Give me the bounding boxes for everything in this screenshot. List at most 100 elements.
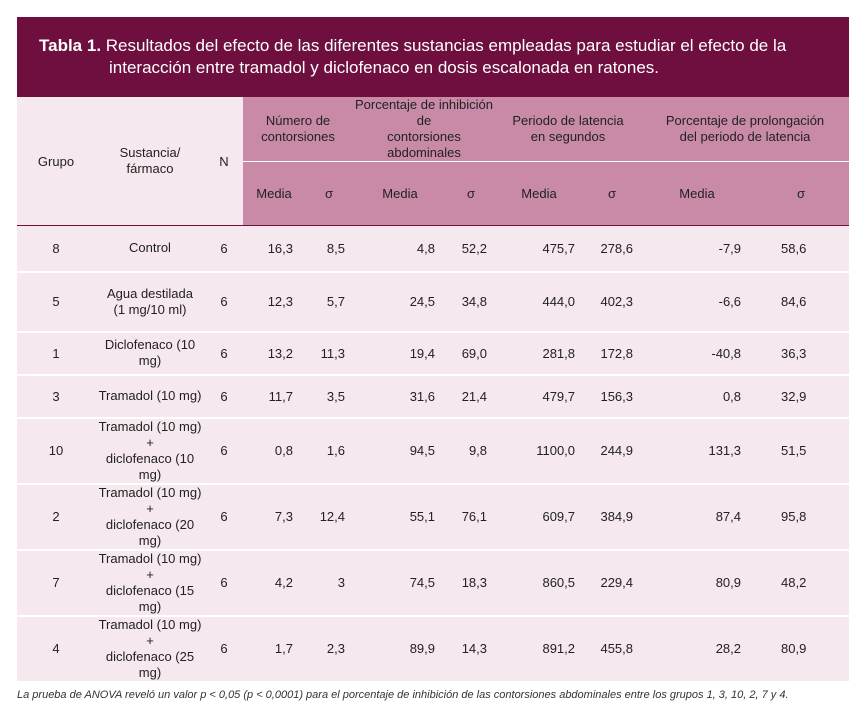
cell-n: 6 bbox=[205, 615, 243, 682]
cell-grupo: 8 bbox=[17, 225, 95, 272]
cell-prolongacion-media: 28,2 bbox=[641, 615, 754, 682]
table-row: 5 Agua destilada (1 mg/10 ml) 6 12,3 5,7 … bbox=[17, 271, 850, 332]
cell-prolongacion-media: 131,3 bbox=[641, 417, 754, 484]
header-inhibicion-sigma: σ bbox=[447, 161, 496, 226]
cell-inhibicion-media: 55,1 bbox=[353, 483, 447, 550]
cell-sustancia: Control bbox=[95, 225, 205, 272]
cell-contorsiones-media: 13,2 bbox=[243, 331, 305, 375]
cell-contorsiones-sigma: 12,4 bbox=[305, 483, 353, 550]
cell-prolongacion-sigma: 48,2 bbox=[753, 549, 850, 616]
cell-prolongacion-sigma: 84,6 bbox=[753, 271, 850, 332]
cell-sustancia: Agua destilada (1 mg/10 ml) bbox=[95, 271, 205, 332]
table-row: 1 Diclofenaco (10 mg) 6 13,2 11,3 19,4 6… bbox=[17, 331, 850, 375]
header-contorsiones-media: Media bbox=[243, 161, 305, 226]
cell-contorsiones-media: 1,7 bbox=[243, 615, 305, 682]
cell-latencia-sigma: 156,3 bbox=[583, 374, 642, 418]
header-sustancia: Sustancia/ fármaco bbox=[95, 97, 205, 226]
header-prolongacion: Porcentaje de prolongación del periodo d… bbox=[641, 97, 850, 162]
results-table: Grupo Sustancia/ fármaco N Número de con… bbox=[17, 97, 850, 683]
cell-sustancia: Diclofenaco (10 mg) bbox=[95, 331, 205, 375]
cell-grupo: 7 bbox=[17, 549, 95, 616]
cell-grupo: 3 bbox=[17, 374, 95, 418]
cell-latencia-media: 891,2 bbox=[495, 615, 584, 682]
cell-n: 6 bbox=[205, 225, 243, 272]
cell-sustancia-line1: Agua destilada bbox=[106, 285, 193, 301]
header-grupo: Grupo bbox=[17, 97, 95, 226]
cell-n: 6 bbox=[205, 549, 243, 616]
cell-prolongacion-sigma: 36,3 bbox=[753, 331, 850, 375]
cell-latencia-media: 860,5 bbox=[495, 549, 584, 616]
cell-inhibicion-sigma: 18,3 bbox=[447, 549, 496, 616]
cell-sustancia-line2: diclofenaco (15 mg) bbox=[105, 582, 195, 614]
cell-sustancia-line1: Tramadol (10 mg) + bbox=[98, 550, 202, 582]
header-latencia-sigma: σ bbox=[583, 161, 642, 226]
cell-inhibicion-sigma: 34,8 bbox=[447, 271, 496, 332]
table-row: 8 Control 6 16,3 8,5 4,8 52,2 475,7 278,… bbox=[17, 225, 850, 272]
cell-inhibicion-sigma: 52,2 bbox=[447, 225, 496, 272]
cell-latencia-media: 281,8 bbox=[495, 331, 584, 375]
cell-latencia-sigma: 384,9 bbox=[583, 483, 642, 550]
cell-prolongacion-media: 0,8 bbox=[641, 374, 754, 418]
cell-inhibicion-sigma: 69,0 bbox=[447, 331, 496, 375]
cell-prolongacion-media: 87,4 bbox=[641, 483, 754, 550]
cell-prolongacion-sigma: 95,8 bbox=[753, 483, 850, 550]
cell-prolongacion-media: -7,9 bbox=[641, 225, 754, 272]
results-table-container: Grupo Sustancia/ fármaco N Número de con… bbox=[17, 97, 850, 683]
header-n: N bbox=[205, 97, 243, 226]
cell-sustancia-line2: diclofenaco (10 mg) bbox=[105, 450, 195, 482]
cell-latencia-media: 444,0 bbox=[495, 271, 584, 332]
cell-grupo: 10 bbox=[17, 417, 95, 484]
cell-contorsiones-sigma: 8,5 bbox=[305, 225, 353, 272]
cell-prolongacion-media: -6,6 bbox=[641, 271, 754, 332]
cell-n: 6 bbox=[205, 271, 243, 332]
cell-inhibicion-media: 24,5 bbox=[353, 271, 447, 332]
cell-sustancia-line1: Tramadol (10 mg) bbox=[98, 388, 202, 403]
cell-contorsiones-media: 0,8 bbox=[243, 417, 305, 484]
header-contorsiones-sigma: σ bbox=[305, 161, 353, 226]
header-contorsiones-line2: contorsiones bbox=[261, 129, 335, 144]
table-title-line2: interacción entre tramadol y diclofenaco… bbox=[109, 58, 660, 77]
header-contorsiones-line1: Número de bbox=[265, 113, 331, 128]
cell-prolongacion-sigma: 80,9 bbox=[753, 615, 850, 682]
header-latencia-media: Media bbox=[495, 161, 584, 226]
cell-grupo: 2 bbox=[17, 483, 95, 550]
cell-latencia-sigma: 455,8 bbox=[583, 615, 642, 682]
cell-sustancia: Tramadol (10 mg) + diclofenaco (10 mg) bbox=[95, 417, 205, 484]
cell-contorsiones-sigma: 2,3 bbox=[305, 615, 353, 682]
header-prolongacion-sigma: σ bbox=[753, 161, 850, 226]
cell-sustancia: Tramadol (10 mg) bbox=[95, 374, 205, 418]
header-sustancia-line2: fármaco bbox=[126, 161, 174, 176]
table-title-label: Tabla 1. bbox=[39, 36, 102, 55]
table-row: 4 Tramadol (10 mg) + diclofenaco (25 mg) … bbox=[17, 615, 850, 682]
cell-contorsiones-sigma: 5,7 bbox=[305, 271, 353, 332]
cell-n: 6 bbox=[205, 483, 243, 550]
table-row: 10 Tramadol (10 mg) + diclofenaco (10 mg)… bbox=[17, 417, 850, 484]
cell-inhibicion-sigma: 76,1 bbox=[447, 483, 496, 550]
cell-inhibicion-media: 19,4 bbox=[353, 331, 447, 375]
cell-grupo: 1 bbox=[17, 331, 95, 375]
header-prolongacion-line2: del periodo de latencia bbox=[679, 129, 811, 144]
cell-n: 6 bbox=[205, 374, 243, 418]
cell-sustancia-line2: diclofenaco (25 mg) bbox=[105, 648, 195, 680]
cell-contorsiones-sigma: 3,5 bbox=[305, 374, 353, 418]
table-title-line1: Resultados del efecto de las diferentes … bbox=[105, 36, 787, 55]
cell-inhibicion-media: 4,8 bbox=[353, 225, 447, 272]
cell-contorsiones-sigma: 3 bbox=[305, 549, 353, 616]
cell-latencia-media: 475,7 bbox=[495, 225, 584, 272]
cell-prolongacion-media: -40,8 bbox=[641, 331, 754, 375]
cell-grupo: 4 bbox=[17, 615, 95, 682]
cell-inhibicion-sigma: 9,8 bbox=[447, 417, 496, 484]
header-latencia-line2: en segundos bbox=[530, 129, 606, 144]
cell-latencia-sigma: 244,9 bbox=[583, 417, 642, 484]
cell-sustancia: Tramadol (10 mg) + diclofenaco (15 mg) bbox=[95, 549, 205, 616]
cell-inhibicion-sigma: 14,3 bbox=[447, 615, 496, 682]
header-contorsiones: Número de contorsiones bbox=[243, 97, 353, 162]
cell-latencia-sigma: 278,6 bbox=[583, 225, 642, 272]
cell-inhibicion-sigma: 21,4 bbox=[447, 374, 496, 418]
cell-latencia-sigma: 402,3 bbox=[583, 271, 642, 332]
cell-sustancia-line2: (1 mg/10 ml) bbox=[113, 301, 187, 317]
cell-sustancia-line1: Tramadol (10 mg) + bbox=[98, 418, 202, 450]
table-row: 3 Tramadol (10 mg) 6 11,7 3,5 31,6 21,4 … bbox=[17, 374, 850, 418]
cell-n: 6 bbox=[205, 331, 243, 375]
cell-contorsiones-media: 11,7 bbox=[243, 374, 305, 418]
